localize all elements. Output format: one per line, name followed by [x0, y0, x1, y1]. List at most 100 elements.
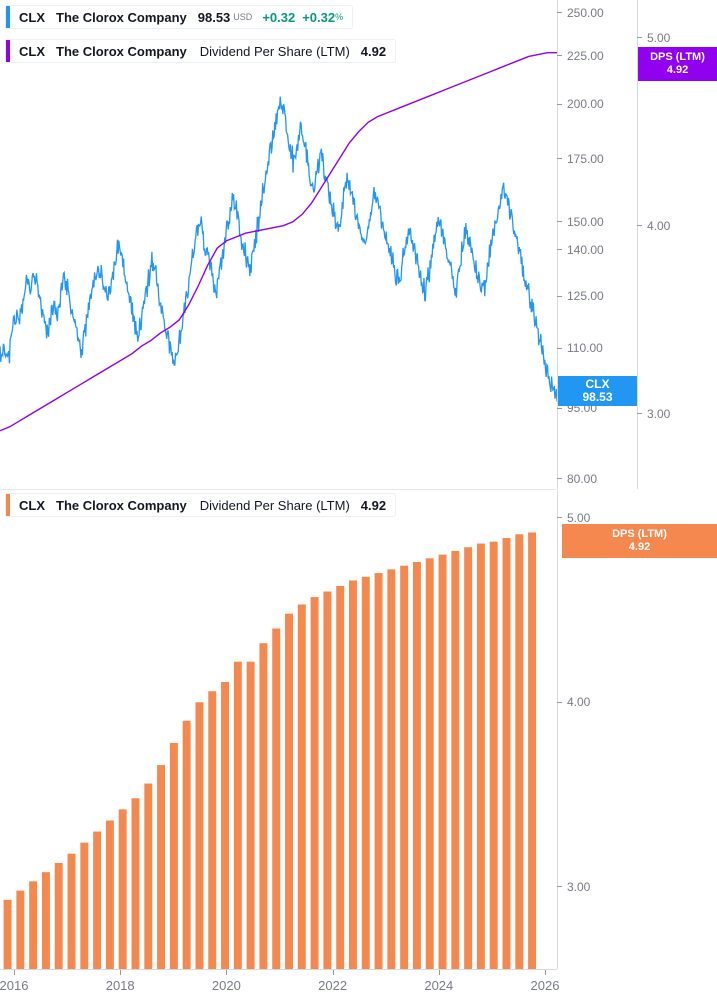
bar [515, 534, 524, 970]
axis-rule [637, 0, 638, 489]
dps-axis-tick-label: 5.00 [647, 30, 671, 45]
dps-axis-tick: 3.00 [637, 407, 670, 421]
badge-title: DPS (LTM) [650, 50, 705, 63]
bar [528, 532, 537, 970]
legend-metric-value: 4.92 [360, 497, 387, 513]
bar [336, 586, 345, 970]
bar [310, 597, 319, 970]
dividend-axis-tick: 3.00 [557, 880, 590, 894]
price-axis-tick: 110.00 [557, 341, 603, 355]
price-axis-tick-label: 250.00 [567, 5, 604, 20]
badge-value: 98.53 [582, 390, 613, 405]
price-axis-tick-label: 150.00 [567, 214, 604, 229]
dps-value-badge-bottom[interactable]: DPS (LTM) 4.92 [562, 524, 717, 559]
legend-change-absolute: +0.32 [262, 9, 296, 25]
x-axis-tick-label: 2024 [424, 978, 454, 993]
tick-mark-icon [557, 103, 562, 105]
tick-mark-icon [120, 970, 122, 975]
legend-ticker: CLX [19, 9, 45, 25]
bar [464, 547, 473, 970]
tick-mark-icon [332, 970, 334, 975]
bar [489, 541, 498, 970]
bar [285, 613, 293, 970]
bar [400, 565, 409, 970]
tick-mark-icon [557, 55, 562, 57]
bar [118, 809, 127, 970]
tick-mark-icon [557, 478, 562, 480]
price-axis-tick-label: 125.00 [567, 289, 604, 304]
bar [412, 562, 421, 970]
bar [349, 580, 357, 970]
dividend-axis-tick-label: 4.00 [567, 695, 591, 710]
price-axis-tick: 200.00 [557, 97, 604, 111]
bar [29, 881, 38, 970]
tick-mark-icon [557, 886, 562, 888]
price-axis-tick-label: 140.00 [567, 242, 604, 257]
bar [93, 831, 102, 970]
legend-color-swatch [6, 40, 10, 62]
x-axis[interactable]: 2016 2018 2020 2022 2024 2026 [0, 970, 560, 1005]
price-axis-tick: 175.00 [557, 152, 604, 166]
price-value-badge[interactable]: CLX 98.53 [558, 376, 637, 407]
price-axis-tick-label: 175.00 [567, 151, 604, 166]
dividend-axis-tick-label: 5.00 [567, 510, 591, 525]
bar [323, 591, 332, 970]
tick-mark-icon [557, 249, 562, 251]
axis-rule [557, 0, 558, 489]
bar [157, 765, 166, 970]
legend-price-main[interactable]: CLX The Clorox Company 98.53 USD +0.32 +… [5, 5, 354, 29]
tick-mark-icon [557, 701, 562, 703]
badge-title: CLX [585, 377, 610, 392]
bar [169, 742, 178, 970]
bar [259, 643, 268, 970]
bar [182, 720, 191, 970]
legend-company-name: The Clorox Company [56, 9, 187, 25]
bar [54, 862, 63, 970]
bar [221, 682, 229, 970]
x-axis-tick-label: 2022 [318, 978, 348, 993]
price-axis-tick: 150.00 [557, 215, 604, 229]
price-axis-tick: 125.00 [557, 289, 604, 303]
bar [195, 702, 204, 970]
bar [297, 604, 306, 970]
tick-mark-icon [14, 970, 15, 975]
tick-mark-icon [557, 517, 562, 519]
dividend-axis-tick: 5.00 [557, 511, 590, 525]
dps-axis-tick-label: 4.00 [647, 218, 671, 233]
price-axis-tick: 250.00 [557, 6, 604, 20]
dps-secondary-y-axis[interactable]: 5.00 4.00 3.00 [637, 0, 717, 489]
dps-axis-tick-label: 3.00 [647, 406, 671, 421]
price-axis-tick: 80.00 [557, 472, 597, 486]
legend-color-swatch [6, 494, 10, 516]
legend-change-percent: +0.32 [302, 9, 336, 25]
legend-dividend[interactable]: CLX The Clorox Company Dividend Per Shar… [5, 493, 397, 517]
bar [387, 569, 396, 970]
bar [3, 899, 12, 970]
dividend-y-axis[interactable]: 5.00 4.00 3.00 [557, 490, 717, 980]
tick-mark-icon [557, 295, 562, 297]
tick-mark-icon [557, 12, 562, 14]
x-axis-tick-label: 2016 [0, 978, 29, 993]
bar [476, 543, 485, 970]
price-axis-tick-label: 110.00 [567, 341, 603, 356]
legend-percent-sign: % [335, 12, 344, 22]
tick-mark-icon [557, 407, 562, 409]
dividend-bar-chart-svg [3, 532, 537, 970]
x-axis-tick-label: 2026 [530, 978, 560, 993]
legend-price-dps-overlay[interactable]: CLX The Clorox Company Dividend Per Shar… [5, 39, 397, 63]
price-plot-area[interactable] [0, 0, 557, 489]
tick-mark-icon [545, 970, 546, 975]
price-pane: CLX The Clorox Company 98.53 USD +0.32 +… [0, 0, 717, 490]
bar [144, 783, 153, 970]
price-y-axis[interactable]: 250.00 225.00 200.00 175.00 150.00 140.00 125.… [557, 0, 637, 489]
pane-divider [0, 489, 557, 490]
price-axis-tick: 225.00 [557, 49, 604, 63]
dividend-plot-area[interactable] [0, 490, 557, 970]
dividend-pane: CLX The Clorox Company Dividend Per Shar… [0, 490, 717, 1005]
legend-currency-unit: USD [233, 12, 253, 22]
bar [361, 576, 370, 970]
legend-company-name: The Clorox Company [56, 43, 187, 59]
dps-value-badge-top[interactable]: DPS (LTM) 4.92 [638, 46, 717, 81]
x-axis-tick-label: 2020 [211, 978, 241, 993]
